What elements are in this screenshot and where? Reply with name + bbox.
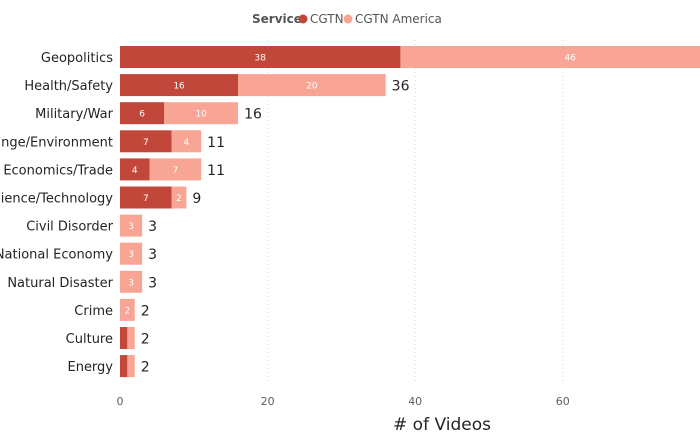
- total-label: 3: [148, 247, 157, 263]
- bar-segment-cgtn: [120, 355, 128, 378]
- category-label: al Economics/Trade: [0, 163, 113, 178]
- data-label: 3: [128, 222, 134, 232]
- legend-label-cgtn-america: CGTN America: [355, 12, 442, 26]
- bar-segment-cgtn-america: [120, 242, 143, 265]
- total-label: 2: [141, 360, 150, 376]
- total-label: 11: [207, 135, 225, 151]
- category-label: Crime: [74, 304, 113, 319]
- category-label: Energy: [67, 360, 113, 375]
- bar-segment-cgtn-america: [120, 298, 135, 321]
- bar-segment-cgtn-america: [171, 130, 202, 153]
- data-label: 2: [176, 194, 182, 204]
- data-label: 2: [125, 306, 131, 316]
- category-label: ange/Environment: [0, 135, 113, 150]
- x-tick-label: 40: [408, 395, 422, 408]
- bar-segment-cgtn-america: [127, 355, 135, 378]
- bar-segment-cgtn-america: [149, 158, 202, 181]
- data-label: 4: [184, 138, 190, 148]
- total-label: 2: [141, 332, 150, 348]
- category-label: Natural Disaster: [7, 276, 113, 291]
- category-labels: Geopolitics Health/Safety Military/War ange…: [0, 51, 114, 375]
- bar-segment-cgtn: [120, 130, 172, 153]
- x-axis-ticks: 0 20 40 60: [117, 395, 570, 408]
- bar-segment-cgtn: [120, 46, 401, 68]
- category-label: Geopolitics: [41, 51, 113, 66]
- data-label: 38: [254, 54, 266, 64]
- bar-segment-cgtn-america: [238, 74, 386, 97]
- data-label: 3: [128, 250, 134, 260]
- category-label: Health/Safety: [24, 79, 113, 94]
- data-label: 20: [306, 82, 318, 92]
- category-label: cience/Technology: [0, 192, 113, 207]
- x-tick-label: 60: [556, 395, 570, 408]
- total-label: 3: [148, 275, 157, 291]
- data-label: 16: [173, 82, 185, 92]
- legend-marker-cgtn-america: [343, 14, 353, 24]
- legend-marker-cgtn: [298, 14, 308, 24]
- x-tick-label: 20: [261, 395, 275, 408]
- data-label: 10: [195, 110, 207, 120]
- bar-segment-cgtn: [120, 186, 172, 209]
- data-label: 46: [564, 54, 576, 64]
- x-axis-title: # of Videos: [393, 415, 491, 435]
- data-label: 7: [143, 138, 149, 148]
- total-label: 3: [148, 219, 157, 235]
- bar-segment-cgtn: [120, 158, 150, 181]
- category-label: Culture: [66, 332, 113, 347]
- gridlines: [267, 40, 564, 384]
- total-label: 36: [392, 79, 410, 95]
- bar-segment-cgtn-america: [120, 270, 143, 293]
- total-label: 11: [207, 163, 225, 179]
- total-label: 9: [192, 191, 201, 207]
- data-label: 6: [139, 110, 145, 120]
- bar-segment-cgtn-america: [120, 214, 143, 237]
- legend: Service CGTN CGTN America: [252, 12, 442, 26]
- bar-segment-cgtn: [120, 327, 128, 349]
- category-label: Civil Disorder: [26, 220, 113, 235]
- x-tick-label: 0: [117, 395, 124, 408]
- bar-segment-cgtn-america: [400, 46, 700, 68]
- bar-segment-cgtn-america: [171, 186, 187, 209]
- data-label: 3: [128, 278, 134, 288]
- bar-segment-cgtn: [120, 102, 165, 125]
- bar-segment-cgtn: [120, 74, 239, 97]
- category-label: Military/War: [35, 107, 114, 122]
- legend-title: Service: [252, 12, 302, 26]
- data-label: 7: [172, 166, 178, 176]
- data-label: 4: [132, 166, 138, 176]
- bar-segment-cgtn-america: [164, 102, 239, 125]
- category-label: National Economy: [0, 248, 113, 263]
- legend-label-cgtn: CGTN: [310, 12, 344, 26]
- bar-segment-cgtn-america: [127, 327, 135, 349]
- data-label: 7: [143, 194, 149, 204]
- total-label: 16: [244, 107, 262, 123]
- total-label: 2: [141, 303, 150, 319]
